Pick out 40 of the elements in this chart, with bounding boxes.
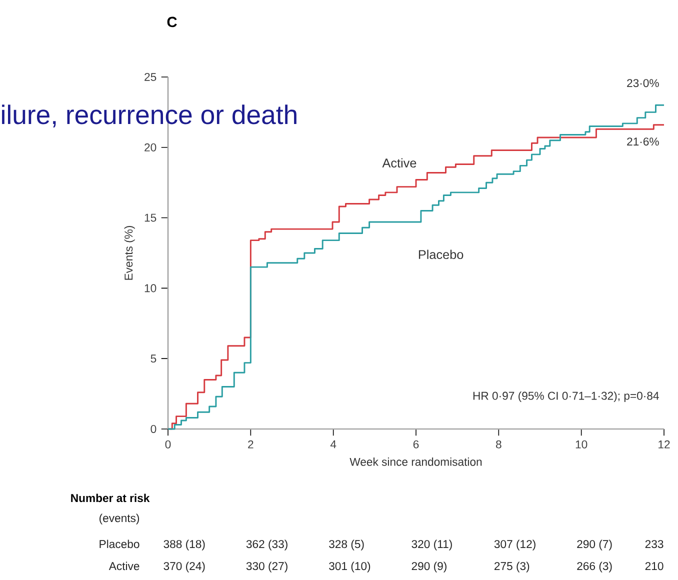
- text: 307 (12): [494, 540, 536, 550]
- text: 290 (7): [577, 540, 612, 550]
- text: 330 (27): [246, 562, 288, 572]
- text: (events): [100, 514, 140, 524]
- y-tick-label: 20: [144, 143, 156, 152]
- annotation: 21·6%: [627, 138, 659, 146]
- text: 328 (5): [329, 540, 364, 550]
- annotation: ilure, recurrence or death: [2, 104, 296, 128]
- x-tick-label: 4: [330, 440, 336, 448]
- text: Placebo: [418, 250, 464, 260]
- x-tick-label: 12: [658, 440, 670, 448]
- x-tick-label: 0: [165, 440, 171, 448]
- annotation: 23·0%: [627, 79, 659, 88]
- text: 301 (10): [329, 562, 370, 572]
- text: 275 (3): [494, 562, 530, 572]
- text: 210: [645, 562, 664, 570]
- x-tick-label: 10: [576, 440, 588, 448]
- text: 388 (18): [164, 540, 205, 550]
- y-axis-title: Events (%): [124, 226, 135, 280]
- text: 370 (24): [164, 562, 205, 572]
- text: Placebo: [100, 540, 140, 548]
- y-tick-label: 25: [144, 72, 156, 81]
- x-tick-label: 6: [413, 440, 419, 448]
- text: Active: [108, 562, 140, 570]
- text: 362 (33): [246, 540, 288, 550]
- text: 320 (11): [412, 540, 452, 550]
- annotation: HR 0·97 (95% CI 0·71–1·32); p=0·84: [473, 391, 659, 402]
- text: 233: [645, 540, 664, 548]
- x-tick-label: 2: [248, 440, 254, 448]
- text: 266 (3): [577, 562, 612, 572]
- text: 290 (9): [412, 562, 446, 572]
- x-axis-title: Week since randomisation: [350, 458, 482, 466]
- series-label: Active: [382, 158, 416, 168]
- y-tick-label: 15: [144, 214, 156, 222]
- y-tick-label: 5: [150, 354, 156, 363]
- x-tick-label: 8: [496, 440, 502, 448]
- chart-title: C: [167, 16, 177, 28]
- y-tick-label: 0: [150, 424, 156, 433]
- y-tick-label: 10: [144, 284, 156, 292]
- text: Number at risk: [71, 494, 150, 502]
